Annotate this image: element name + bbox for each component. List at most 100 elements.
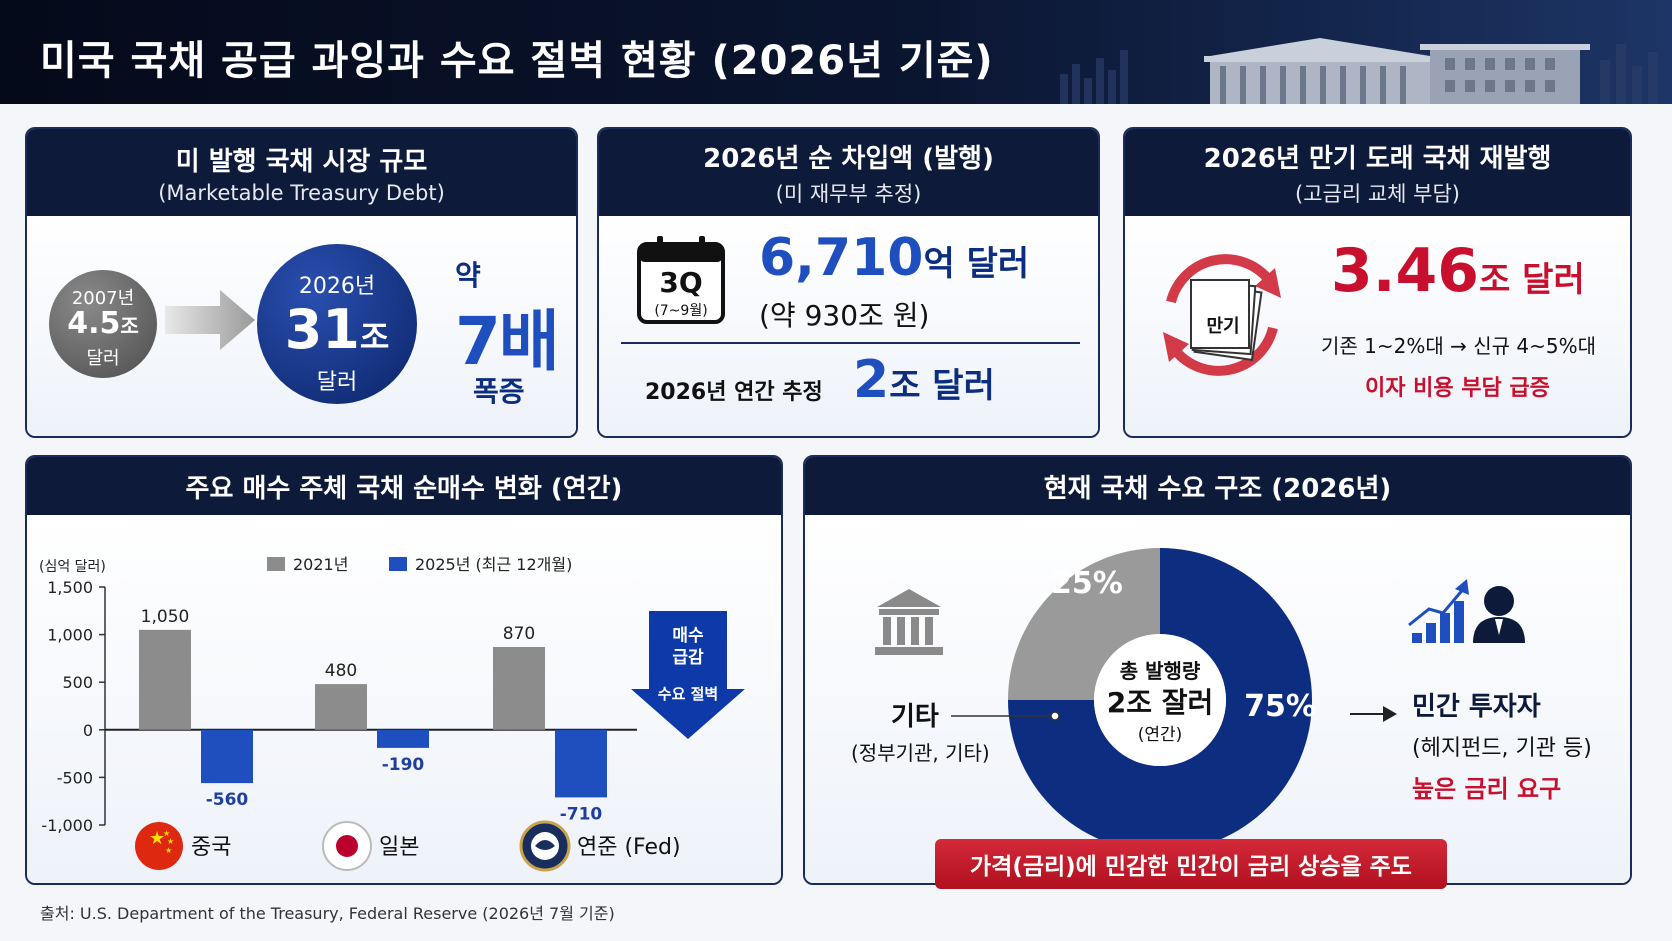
net-purchases-bar-chart: (심억 달러) 2021년 2025년 (최근 12개월) 1,500 1,000 500… (39, 555, 745, 872)
bar-value-label: 480 (325, 661, 357, 681)
y-tick-label: 500 (62, 673, 93, 692)
donut-slice-1 (1008, 548, 1312, 852)
right-note: 높은 금리 요구 (1412, 775, 1561, 803)
demand-panel-header: 현재 국채 수요 구조 (2026년) (805, 457, 1630, 515)
chart-panel-title: 주요 매수 주체 국채 순매수 변화 (연간) (185, 473, 623, 504)
right-connector-arrow (1383, 706, 1397, 722)
card-refinancing-body: 만기 3.46조 달러 기존 1~2%대 → 신규 4~5%대 이자 비용 부담… (1125, 216, 1630, 436)
card-net-borrowing-subtitle: (미 재무부 추정) (775, 181, 922, 206)
treasury-building-icon (1060, 38, 1658, 104)
demand-drop-arrow (631, 611, 745, 739)
center-line2: 2조 잘러 (1107, 686, 1214, 719)
category-label-2: 연준 (Fed) (577, 835, 681, 860)
y-tick-label: 1,000 (47, 626, 93, 645)
demand-panel-body: 25% 75% 총 발행량 2조 잘러 (연간) 기타 (정부기관, 기타) 민간 투자자 (헤… (805, 515, 1630, 883)
interest-warning: 이자 비용 부담 급증 (1365, 376, 1550, 401)
card-refinancing-title: 2026년 만기 도래 국채 재발행 (1203, 143, 1552, 174)
japan-flag-icon (322, 821, 372, 871)
fed-seal-icon (519, 820, 571, 872)
rate-change-note: 기존 1~2%대 → 신규 4~5%대 (1321, 334, 1597, 358)
right-sub: (헤지펀드, 기관 등) (1412, 736, 1592, 761)
growth-suffix: 폭증 (473, 375, 525, 408)
annotation-line3: 수요 절벽 (658, 685, 718, 703)
past-value: 4.5조 (67, 306, 139, 341)
rising-chart-icon (1408, 579, 1469, 643)
card-market-size: 미 발행 국채 시장 규모 (Marketable Treasury Debt)… (25, 127, 578, 438)
source-note: 출처: U.S. Department of the Treasury, Fed… (40, 904, 615, 923)
svg-text:★: ★ (163, 829, 170, 838)
category-label-0: 중국 (191, 835, 231, 860)
bar-1-2 (555, 729, 607, 798)
y-axis-label: (심억 달러) (39, 559, 106, 575)
demand-donut-chart: 25% 75% 총 발행량 2조 잘러 (연간) 기타 (정부기관, 기타) 민간 투자자 (헤… (851, 548, 1592, 852)
left-connector-dot (1050, 711, 1060, 721)
svg-text:★: ★ (165, 846, 172, 855)
chart-panel-header: 주요 매수 주체 국채 순매수 변화 (연간) (27, 457, 781, 515)
past-year: 2007년 (71, 288, 135, 309)
quarter-borrowing-value: 6,710억 달러 (759, 228, 1030, 288)
current-size-circle: 2026년 31조 달러 (257, 244, 417, 404)
conclusion-banner: 가격(금리)에 민감한 민간이 금리 상승을 주도 (935, 839, 1447, 889)
growth-arrow-icon (165, 290, 255, 350)
card-refinancing-subtitle: (고금리 교체 부담) (1295, 181, 1460, 206)
bar-value-label: -190 (382, 755, 425, 775)
svg-text:★: ★ (149, 828, 165, 849)
current-year: 2026년 (298, 274, 376, 299)
current-currency: 달러 (316, 370, 358, 395)
slice-label-1: 75% (1244, 689, 1316, 724)
bar-value-label: 870 (503, 624, 535, 644)
svg-text:★: ★ (167, 837, 174, 846)
bar-0-2 (493, 646, 545, 730)
left-label: 기타 (891, 702, 939, 732)
legend-swatch-0 (267, 557, 285, 571)
card-net-borrowing-header: 2026년 순 차입액 (발행) (미 재무부 추정) (599, 129, 1098, 216)
past-size-circle: 2007년 4.5조 달러 (49, 270, 157, 378)
growth-prefix: 약 (455, 259, 481, 292)
legend-label-0: 2021년 (293, 555, 348, 574)
page-title: 미국 국채 공급 과잉과 수요 절벽 현황 (2026년 기준) (40, 38, 994, 84)
card-net-borrowing-title: 2026년 순 차입액 (발행) (703, 143, 994, 174)
divider (621, 342, 1080, 344)
category-label-1: 일본 (379, 835, 419, 860)
y-tick-label: -500 (57, 768, 93, 787)
card-market-size-body: 2007년 4.5조 달러 2026년 31조 달러 약 7배 폭증 (27, 216, 576, 436)
card-market-size-subtitle: (Marketable Treasury Debt) (158, 180, 445, 205)
slice-label-0: 25% (1051, 566, 1123, 601)
card-refinancing: 2026년 만기 도래 국채 재발행 (고금리 교체 부담) 만기 3.46조 … (1123, 127, 1632, 438)
y-tick-label: 1,500 (47, 578, 93, 597)
left-sub: (정부기관, 기타) (851, 741, 990, 765)
china-flag-icon: ★★★★ (135, 822, 183, 870)
calendar-icon (637, 236, 725, 324)
card-net-borrowing: 2026년 순 차입액 (발행) (미 재무부 추정) 3Q (7~9월) 6,… (597, 127, 1100, 438)
card-market-size-title: 미 발행 국채 시장 규모 (175, 146, 428, 177)
card-net-purchases-chart: 주요 매수 주체 국채 순매수 변화 (연간) (심억 달러) 2021년 2025… (25, 455, 783, 885)
center-line3: (연간) (1138, 725, 1183, 745)
center-line1: 총 발행량 (1120, 659, 1201, 683)
investor-person-icon (1473, 586, 1525, 643)
annotation-line2: 급감 (672, 648, 704, 668)
bar-value-label: 1,050 (141, 607, 190, 627)
donut-slice-0 (1008, 548, 1160, 700)
bar-1-1 (377, 729, 429, 748)
growth-value: 7배 (455, 303, 560, 380)
bar-1-0 (201, 729, 253, 784)
right-label: 민간 투자자 (1412, 692, 1541, 722)
card-net-borrowing-body: 3Q (7~9월) 6,710억 달러 (약 930조 원) 2026년 연간 … (599, 216, 1098, 436)
demand-panel-title: 현재 국채 수요 구조 (2026년) (1043, 473, 1392, 504)
annual-borrowing-label: 2026년 연간 추정 (645, 380, 823, 405)
legend-label-1: 2025년 (최근 12개월) (415, 555, 572, 574)
annotation-line1: 매수 (672, 626, 704, 646)
card-demand-structure: 현재 국채 수요 구조 (2026년) 25% 75% 총 발행량 2조 잘러 (연간)… (803, 455, 1632, 885)
legend-swatch-1 (389, 557, 407, 571)
annual-borrowing-value: 2조 달러 (853, 350, 995, 410)
bar-value-label: -710 (560, 804, 603, 824)
past-currency: 달러 (86, 348, 120, 369)
government-building-icon (875, 589, 943, 655)
header-bar: 미국 국채 공급 과잉과 수요 절벽 현황 (2026년 기준) (0, 0, 1672, 104)
refinance-value: 3.46조 달러 (1331, 236, 1585, 306)
current-value: 31조 (284, 298, 390, 361)
calendar-months: (7~9월) (654, 303, 708, 319)
refinance-cycle-icon (1163, 254, 1281, 376)
card-market-size-header: 미 발행 국채 시장 규모 (Marketable Treasury Debt) (27, 129, 576, 216)
document-label: 만기 (1206, 316, 1240, 337)
